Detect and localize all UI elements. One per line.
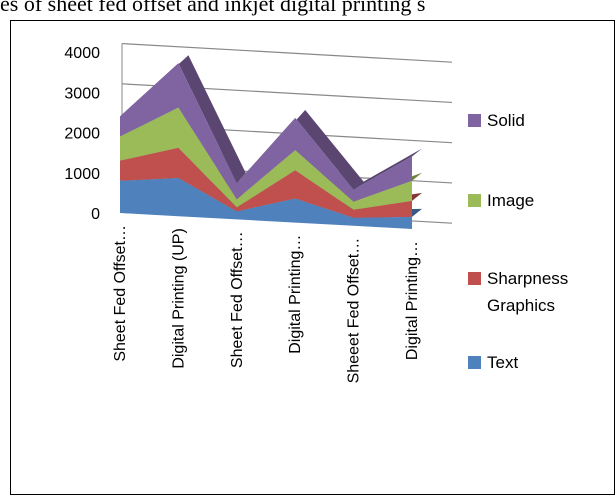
caption: es of sheet fed offset and inkjet digita… <box>0 0 426 16</box>
legend-item: Text <box>468 349 608 376</box>
chart-border <box>10 20 615 495</box>
x-tick-label: Sheet Fed Offset… <box>112 225 129 362</box>
legend-item: Image <box>468 187 608 214</box>
y-tick-label: 4000 <box>64 45 100 62</box>
legend-label: Sharpness Graphics <box>487 269 569 315</box>
legend-label: Solid <box>487 111 525 130</box>
x-tick-label: Sheet Fed Offset… <box>229 231 246 368</box>
legend-swatch <box>468 356 481 369</box>
area <box>120 177 412 229</box>
legend-swatch <box>468 114 481 127</box>
legend-label: Image <box>487 191 535 210</box>
y-tick-label: 3000 <box>64 85 100 102</box>
grid-line <box>121 42 453 63</box>
x-tick-label: Digital Printing… <box>404 241 421 360</box>
legend-item: Solid <box>468 107 608 134</box>
legend-swatch <box>468 272 481 285</box>
x-tick-label: Digital Printing… <box>287 235 304 354</box>
area <box>120 147 412 218</box>
legend-item: Sharpness Graphics <box>468 265 608 319</box>
area <box>120 107 412 210</box>
area <box>120 63 412 202</box>
x-tick-label: Digital Printing (UP) <box>170 228 187 368</box>
legend-swatch <box>468 194 481 207</box>
x-tick-label: Sheeet Fed Offset… <box>346 238 363 384</box>
y-tick-label: 2000 <box>64 126 100 143</box>
y-tick-label: 1000 <box>64 166 100 183</box>
legend-label: Text <box>487 353 519 372</box>
area-top <box>120 55 422 190</box>
y-tick-label: 0 <box>91 206 100 223</box>
